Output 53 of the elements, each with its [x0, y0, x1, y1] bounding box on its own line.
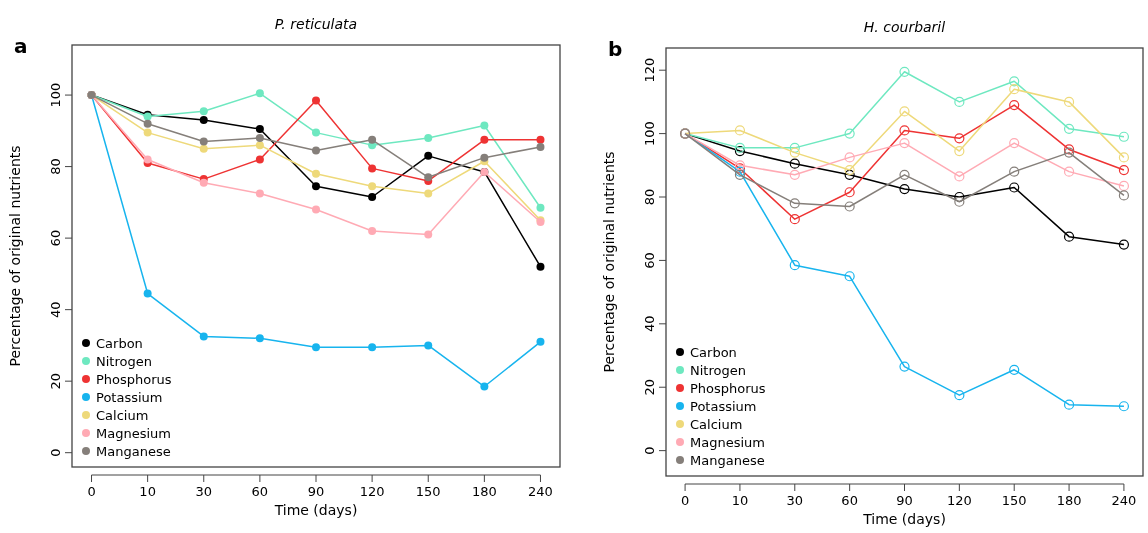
legend-label: Calcium [96, 407, 149, 423]
y-tick-label: 60 [642, 252, 657, 269]
y-axis-title: Percentage of original nutrients [601, 151, 617, 373]
x-tick-label: 180 [1056, 493, 1082, 508]
chart-title: P. reticulata [274, 16, 358, 32]
legend-label: Potassium [96, 389, 163, 405]
x-tick-label: 240 [528, 484, 553, 499]
x-tick-label: 150 [1001, 493, 1027, 508]
y-tick-label: 80 [48, 158, 63, 175]
x-tick-label: 10 [731, 493, 749, 508]
legend-label: Manganese [96, 443, 171, 459]
x-tick-label: 90 [896, 493, 913, 508]
y-tick-label: 0 [642, 446, 657, 455]
y-tick-label: 60 [48, 229, 63, 247]
y-tick-label: 0 [48, 448, 63, 457]
legend-label: Nitrogen [690, 362, 746, 378]
chart-title: H. courbaril [863, 19, 946, 35]
legend-label: Nitrogen [96, 353, 152, 369]
legend-label: Phosphorus [96, 371, 172, 387]
x-axis-title: Time (days) [273, 502, 358, 518]
x-tick-label: 60 [251, 484, 269, 499]
y-axis-title: Percentage of original nutrients [7, 145, 23, 367]
y-tick-label: 80 [642, 188, 657, 206]
legend-label: Magnesium [690, 434, 765, 450]
x-axis-title: Time (days) [862, 511, 946, 527]
x-tick-label: 90 [307, 484, 325, 499]
x-tick-label: 120 [946, 493, 972, 508]
y-tick-label: 100 [48, 82, 63, 108]
legend-label: Carbon [690, 344, 737, 360]
y-tick-label: 120 [642, 57, 657, 83]
x-tick-label: 0 [87, 484, 96, 499]
x-tick-label: 180 [471, 484, 497, 499]
x-tick-label: 30 [786, 493, 804, 508]
legend-label: Potassium [690, 398, 757, 414]
y-tick-label: 40 [642, 315, 657, 333]
y-tick-label: 40 [48, 301, 63, 318]
legend-label: Calcium [690, 416, 743, 432]
x-tick-label: 60 [841, 493, 858, 508]
legend-label: Phosphorus [690, 380, 766, 396]
text: a [14, 34, 28, 58]
legend-label: Manganese [690, 452, 765, 468]
text: b [608, 37, 623, 61]
x-tick-label: 120 [359, 484, 385, 499]
y-tick-label: 100 [642, 121, 657, 147]
x-tick-label: 150 [415, 484, 441, 499]
y-tick-label: 20 [642, 378, 657, 396]
x-tick-label: 240 [1111, 493, 1137, 508]
x-tick-label: 30 [195, 484, 213, 499]
x-tick-label: 0 [680, 493, 690, 508]
legend-label: Carbon [96, 335, 143, 351]
x-tick-label: 10 [139, 484, 156, 499]
legend-label: Magnesium [96, 425, 171, 441]
y-tick-label: 20 [48, 372, 63, 390]
